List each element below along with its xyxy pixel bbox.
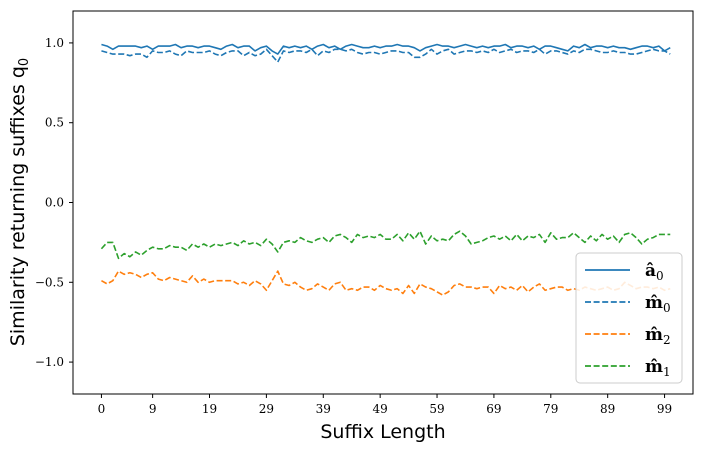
series-line-1 [101, 48, 671, 63]
legend-label-1: m̂0 [645, 293, 671, 315]
x-axis: 0 9 19 29 39 49 59 69 79 89 99 [98, 394, 672, 416]
series-line-0 [101, 43, 671, 55]
x-tick-label-2: 19 [202, 402, 217, 416]
x-tick-label-10: 99 [657, 402, 672, 416]
legend-box [575, 252, 683, 384]
y-tick-label-2: 0.0 [45, 196, 64, 210]
x-tick-label-6: 59 [429, 402, 444, 416]
x-tick-label-4: 39 [316, 402, 331, 416]
x-tick-label-1: 9 [149, 402, 157, 416]
x-tick-label-8: 79 [543, 402, 558, 416]
x-tick-label-5: 49 [373, 402, 388, 416]
legend-label-2: m̂2 [645, 325, 671, 347]
series-layer [100, 43, 671, 296]
legend-label-3: m̂1 [645, 357, 671, 379]
y-tick-label-0: 1.0 [45, 36, 64, 50]
y-axis-label-main: Similarity returning suffixes q [7, 66, 29, 346]
x-tick-label-0: 0 [98, 402, 106, 416]
y-tick-label-3: −0.5 [35, 275, 64, 289]
y-tick-label-1: 0.5 [45, 116, 64, 130]
legend: â0 m̂0 m̂2 m̂1 [575, 252, 683, 384]
y-axis: 1.0 0.5 0.0 −0.5 −1.0 [35, 36, 73, 369]
series-line-3 [100, 230, 671, 260]
series-line-2 [101, 270, 671, 296]
y-tick-label-4: −1.0 [35, 355, 64, 369]
x-tick-label-9: 89 [600, 402, 615, 416]
x-tick-label-7: 69 [486, 402, 501, 416]
y-axis-label-sub: 0 [17, 58, 32, 66]
y-axis-label: Similarity returning suffixes q0 [7, 58, 32, 346]
x-tick-label-3: 29 [259, 402, 274, 416]
x-axis-label: Suffix Length [320, 421, 445, 443]
legend-label-0: â0 [645, 261, 664, 283]
